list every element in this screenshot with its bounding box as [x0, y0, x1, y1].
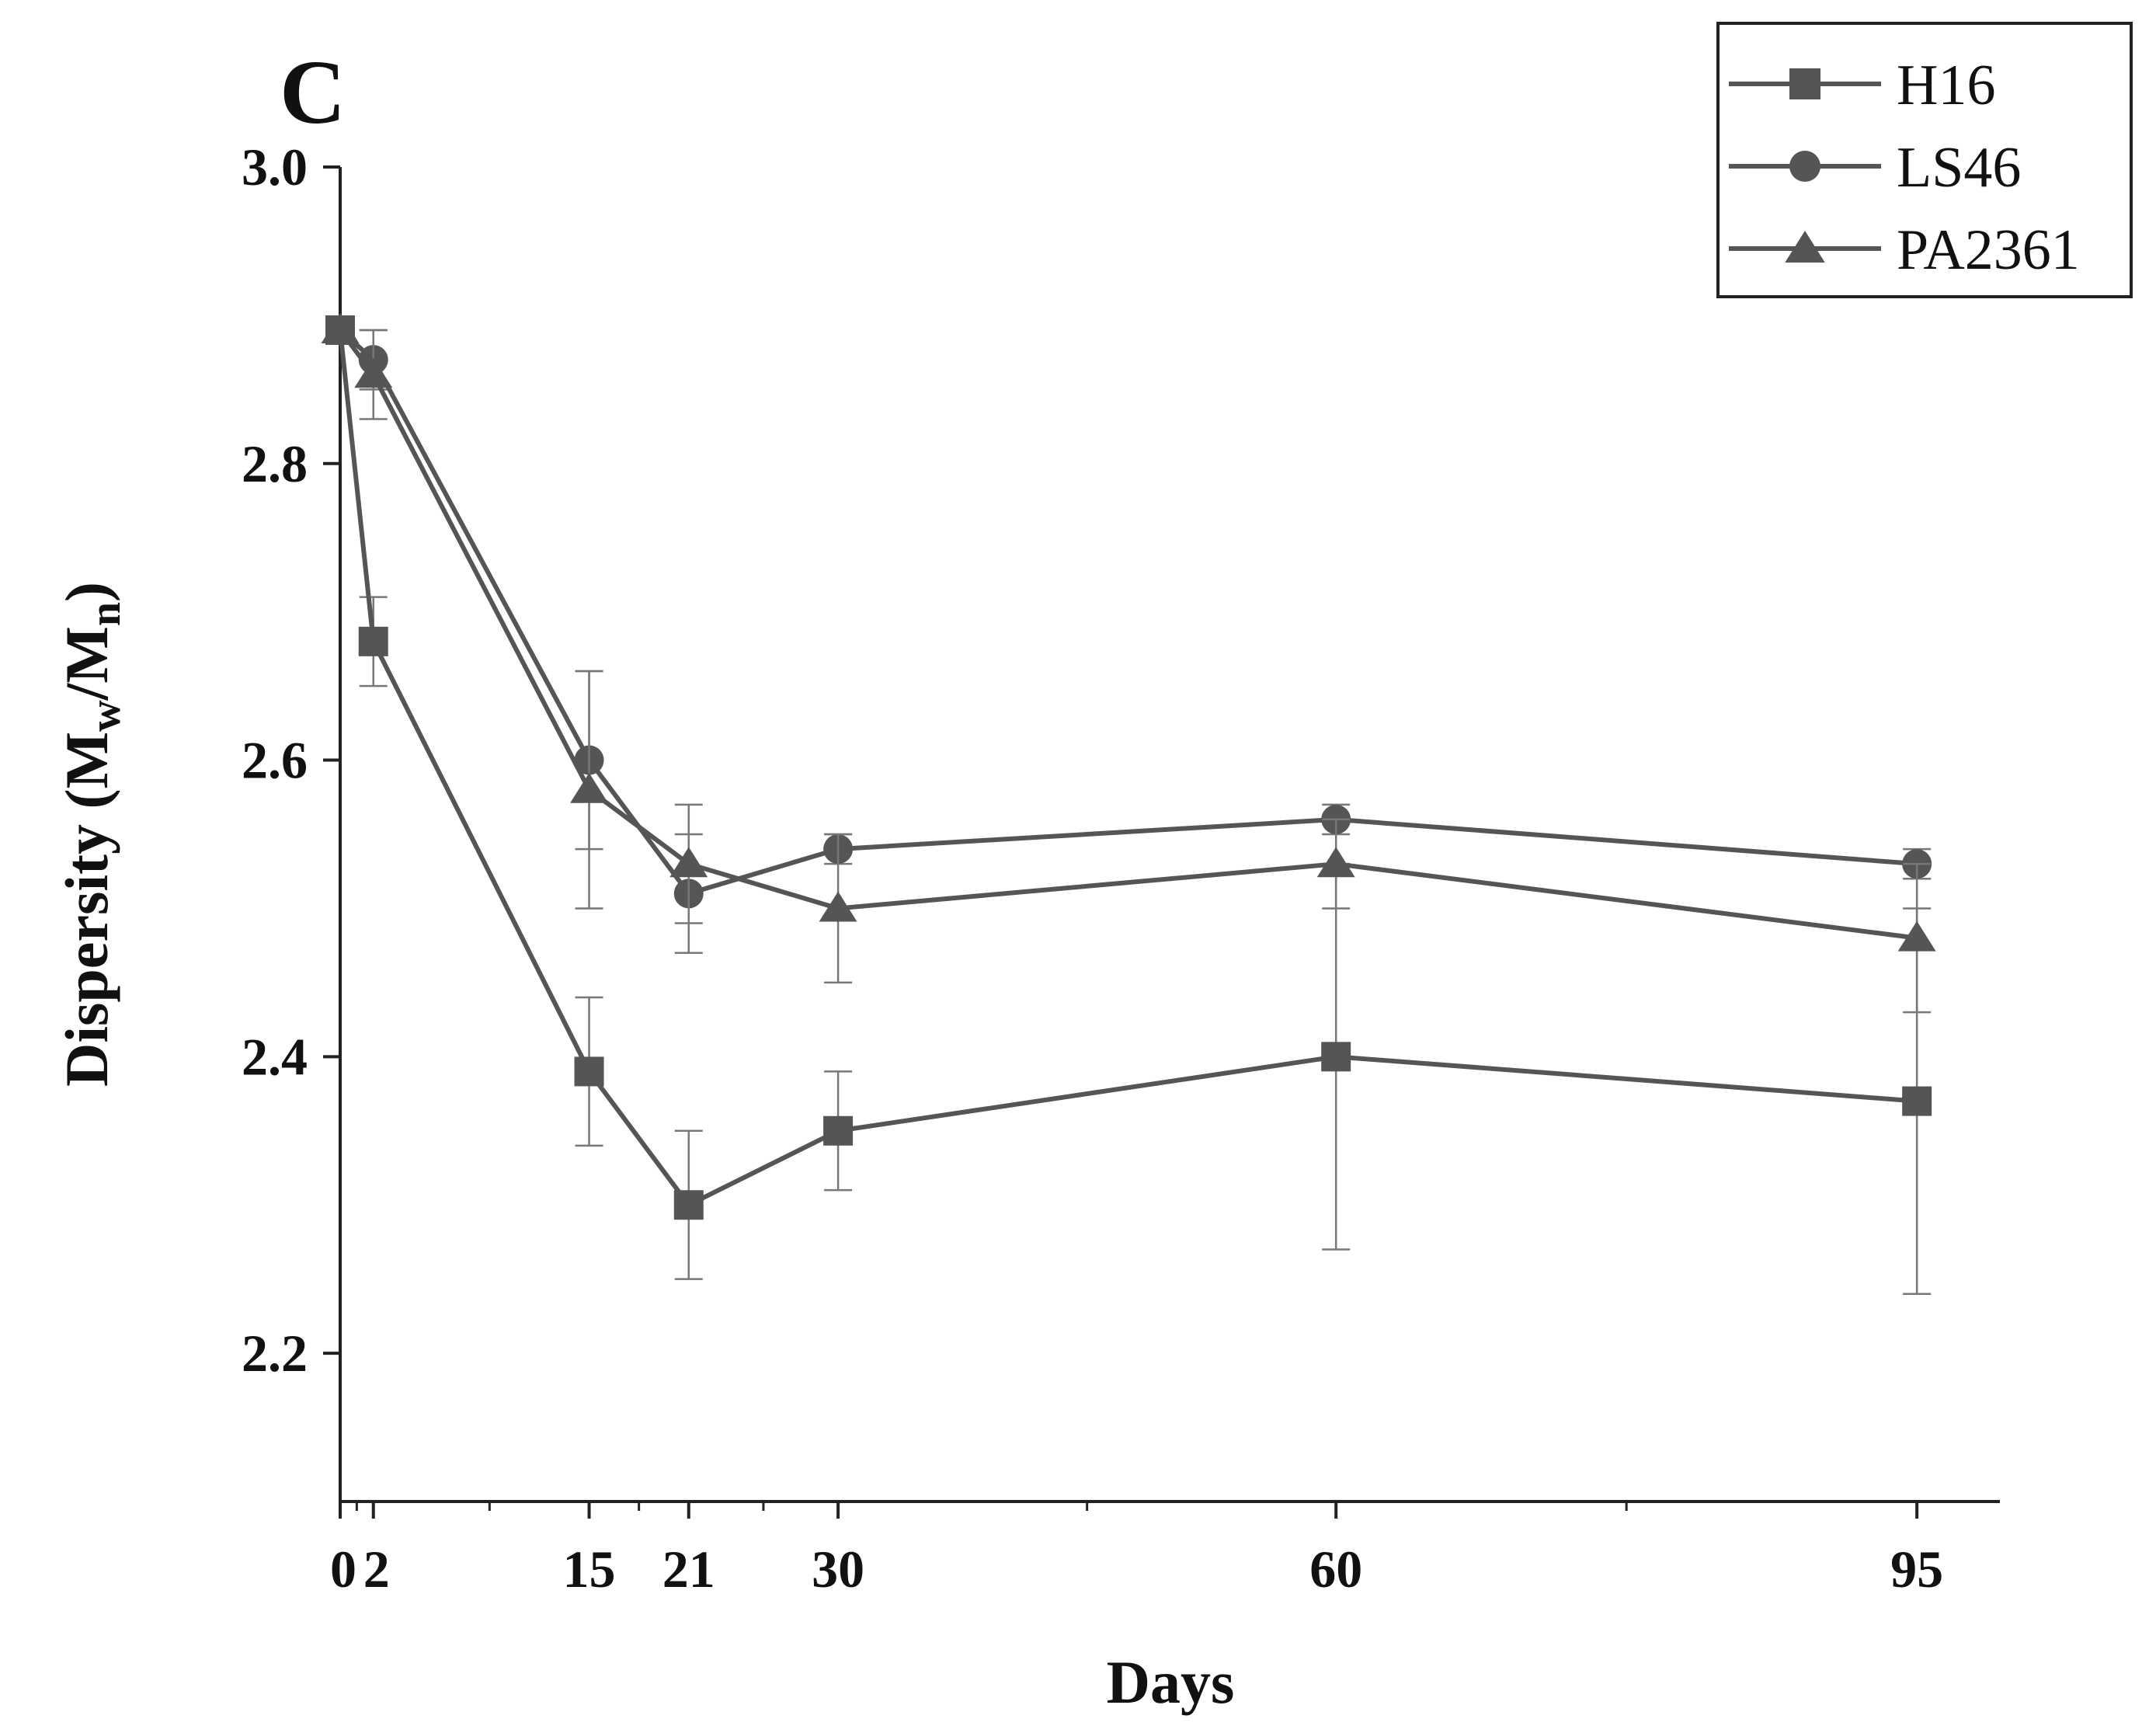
- legend-item-LS46: LS46: [1729, 136, 2021, 200]
- y-axis-title-sub1: w: [82, 700, 130, 732]
- y-axis-title-suffix: ): [53, 582, 120, 602]
- x-tick-label: 2: [363, 1540, 390, 1599]
- marker-triangle: [1897, 920, 1936, 952]
- y-axis-title-sub2: n: [82, 602, 130, 626]
- marker-triangle: [669, 847, 708, 878]
- marker-square: [823, 1115, 854, 1146]
- marker-square: [1321, 1042, 1351, 1072]
- series-PA2361: [321, 313, 1936, 1014]
- marker-square: [1789, 68, 1820, 99]
- x-tick-label: 0: [330, 1540, 356, 1599]
- marker-triangle: [819, 891, 857, 922]
- plot-area: [321, 313, 1936, 1296]
- y-tick-label: 2.2: [242, 1324, 308, 1383]
- x-tick-label: 15: [563, 1540, 616, 1599]
- legend-label: H16: [1897, 54, 1995, 117]
- x-axis-title: Days: [1107, 1648, 1235, 1716]
- series-line: [339, 328, 1918, 896]
- marker-triangle: [1316, 847, 1355, 878]
- marker-square: [1902, 1086, 1932, 1116]
- axes: C 2.2 2.4 2.6 2.8 3.0 0 2 15 21 30 60 95 Days Dispers…: [53, 41, 2000, 1716]
- marker-square: [673, 1190, 704, 1220]
- marker-triangle: [570, 772, 609, 803]
- y-tick-label: 2.6: [242, 731, 308, 790]
- legend-item-PA2361: PA2361: [1729, 218, 2080, 282]
- y-tick-label: 3.0: [242, 137, 308, 197]
- series-H16: [325, 315, 1932, 1296]
- marker-triangle: [321, 313, 360, 344]
- marker-circle: [1789, 151, 1820, 182]
- panel-label: C: [280, 41, 346, 143]
- legend-box: [1716, 22, 2133, 298]
- marker-square: [574, 1056, 604, 1087]
- series-LS46: [325, 315, 1932, 954]
- legend-item-H16: H16: [1729, 54, 1995, 117]
- legend: H16 LS46 PA2361: [1716, 22, 2133, 298]
- y-tick-label: 2.8: [242, 434, 308, 493]
- legend-label: LS46: [1897, 136, 2021, 200]
- y-axis-title: Dispersity (Mw/Mn): [53, 582, 130, 1087]
- y-tick-label: 2.4: [242, 1027, 308, 1086]
- x-tick-label: 95: [1890, 1540, 1943, 1599]
- y-axis-title-mid: /M: [53, 626, 120, 701]
- x-tick-label: 21: [662, 1540, 715, 1599]
- legend-label: PA2361: [1897, 218, 2080, 282]
- marker-square: [358, 626, 388, 656]
- y-axis-title-prefix: Dispersity (M: [53, 732, 120, 1087]
- x-tick-label: 60: [1309, 1540, 1362, 1599]
- marker-triangle: [354, 357, 393, 388]
- x-tick-label: 30: [812, 1540, 864, 1599]
- marker-triangle: [1785, 231, 1825, 263]
